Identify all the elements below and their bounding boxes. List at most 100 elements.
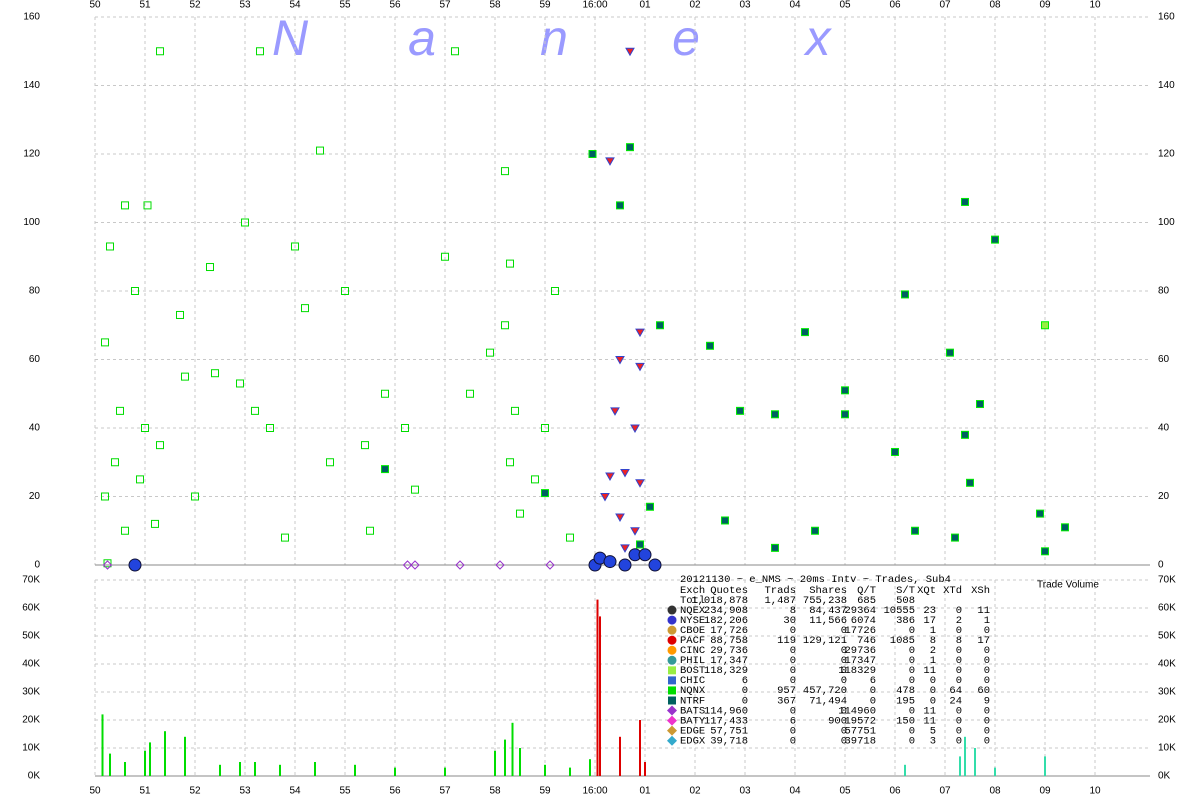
point <box>506 259 514 268</box>
table-cell: 119 <box>777 635 796 647</box>
table-cell: 114,960 <box>704 705 748 717</box>
table-title: 20121130 ~ e_NMS ~ 20ms Intv ~ Trades, S… <box>680 574 951 586</box>
y-tick-label: 60 <box>29 354 41 365</box>
y-tick-label: 10K <box>22 743 40 754</box>
x-tick-label: 51 <box>139 0 151 11</box>
bar <box>109 753 111 776</box>
table-cell: 11 <box>923 715 936 727</box>
bar <box>544 764 546 776</box>
y-tick-label: 120 <box>23 149 40 160</box>
point <box>191 492 199 501</box>
point <box>441 252 449 261</box>
point <box>531 475 539 484</box>
x-tick-label: 03 <box>739 0 751 11</box>
table-cell: 1085 <box>890 635 915 647</box>
table-cell: 0 <box>790 735 796 747</box>
table-cell: 29364 <box>844 605 876 617</box>
table-cell: 6074 <box>851 615 876 627</box>
bar <box>101 714 104 776</box>
table-cell: CHIC <box>680 675 705 687</box>
point <box>381 465 389 474</box>
x-tick-label: 16:00 <box>582 786 607 797</box>
table-cell: 57,751 <box>710 725 748 737</box>
point <box>401 424 409 432</box>
point <box>541 489 549 498</box>
table-cell: 0 <box>870 685 876 697</box>
y-tick-label: 30K <box>1158 687 1176 698</box>
point <box>588 150 597 158</box>
bar <box>569 767 571 776</box>
bar <box>239 762 241 776</box>
legend-marker <box>667 705 677 716</box>
bar <box>589 759 591 776</box>
table-cell: BOST <box>680 665 705 677</box>
x-tick-label: 52 <box>189 786 201 797</box>
table-header: XTd <box>943 585 962 597</box>
table-cell: 0 <box>909 705 915 717</box>
x-tick-label: 06 <box>889 786 901 797</box>
table-cell: 0 <box>956 625 962 637</box>
point <box>236 379 244 388</box>
table-cell: 17 <box>977 635 990 647</box>
x-tick-label: 07 <box>939 786 951 797</box>
table-cell: CBOE <box>680 625 705 637</box>
table-cell: 0 <box>909 735 915 747</box>
point <box>618 558 632 572</box>
table-cell: 0 <box>956 715 962 727</box>
point <box>966 478 974 487</box>
table-cell: 0 <box>930 695 936 707</box>
table-cell: BATS <box>680 705 705 717</box>
point <box>911 526 919 535</box>
x-tick-label: 09 <box>1039 0 1051 11</box>
legend-marker <box>668 666 676 675</box>
table-cell: EDGX <box>680 735 706 747</box>
legend-marker <box>667 655 677 665</box>
table-cell: 0 <box>790 625 796 637</box>
point <box>635 328 645 338</box>
table-cell: 118,329 <box>704 665 748 677</box>
legend-marker <box>667 725 677 736</box>
table-cell: 57751 <box>844 725 876 737</box>
table-cell: 0 <box>841 665 847 677</box>
point <box>103 559 112 568</box>
table-header: Quotes <box>710 585 748 597</box>
watermark-letter: a <box>408 10 436 66</box>
point <box>656 321 664 330</box>
table-cell: 508 <box>896 595 915 607</box>
table-header: Shares <box>809 585 847 597</box>
y-tick-label: 40K <box>22 659 40 670</box>
x-tick-label: 07 <box>939 0 951 11</box>
bar <box>124 762 126 776</box>
table-cell: 17,347 <box>710 655 748 667</box>
legend-marker <box>668 696 676 705</box>
point <box>136 475 144 484</box>
table-cell: 30 <box>783 615 796 627</box>
bar <box>964 736 966 776</box>
legend-marker <box>667 735 677 746</box>
table-header: XQt <box>917 585 936 597</box>
legend-marker <box>667 715 677 726</box>
table-cell: 88,758 <box>710 635 748 647</box>
point <box>841 386 849 395</box>
point <box>511 406 519 415</box>
table-cell: EDGE <box>680 725 705 737</box>
point <box>721 516 729 525</box>
bar <box>164 731 166 776</box>
point <box>545 560 555 570</box>
table-cell: PHIL <box>680 655 705 667</box>
point <box>706 341 714 350</box>
point <box>961 197 969 206</box>
watermark-letter: x <box>804 10 833 66</box>
legend-marker <box>667 625 677 635</box>
point <box>626 143 634 152</box>
point <box>366 526 374 535</box>
table-cell: 1 <box>984 615 990 627</box>
x-tick-label: 10 <box>1089 786 1101 797</box>
y-tick-label: 160 <box>23 12 40 23</box>
table-cell: NTRF <box>680 695 705 707</box>
y-tick-label: 140 <box>1158 80 1175 91</box>
point <box>615 356 625 365</box>
table-cell: 1,018,878 <box>691 595 748 607</box>
point <box>266 424 274 432</box>
table-cell: 0 <box>956 645 962 657</box>
